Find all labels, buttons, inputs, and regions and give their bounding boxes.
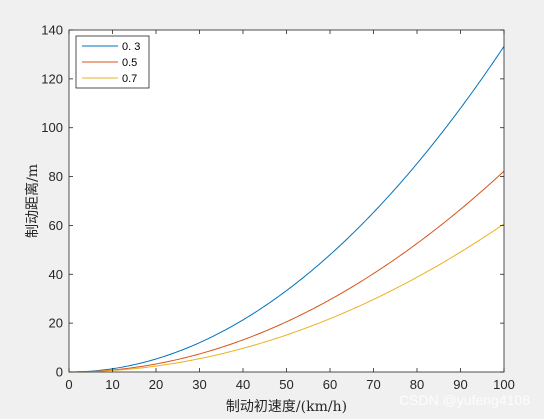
legend-label-2: 0.5 [122, 57, 137, 69]
x-axis: 0 10 20 30 40 50 60 70 80 90 100 [65, 30, 515, 392]
y-tick-label: 140 [41, 23, 63, 38]
legend-label-3: 0.7 [122, 73, 137, 85]
x-tick-label: 80 [410, 377, 424, 392]
y-tick-label: 20 [49, 316, 63, 331]
x-tick-label: 50 [279, 377, 293, 392]
legend: 0. 3 0.5 0.7 [75, 35, 150, 89]
y-tick-label: 60 [49, 218, 63, 233]
x-tick-label: 100 [493, 377, 515, 392]
y-tick-label: 0 [56, 365, 63, 380]
x-tick-label: 30 [192, 377, 206, 392]
series-layer [68, 46, 505, 373]
watermark-text: CSDN @yufeng4108 [399, 392, 530, 408]
x-tick-label: 20 [149, 377, 163, 392]
x-tick-label: 10 [105, 377, 119, 392]
y-tick-label: 80 [49, 169, 63, 184]
y-tick-label: 120 [41, 71, 63, 86]
x-tick-label: 60 [323, 377, 337, 392]
series-line-3 [69, 223, 505, 373]
y-axis: 0 20 40 60 80 100 120 140 [41, 23, 504, 380]
y-axis-label: 制动距离/m [24, 164, 41, 238]
series-line-2 [68, 170, 505, 373]
x-axis-label: 制动初速度/(km/h) [226, 398, 347, 415]
y-tick-label: 100 [41, 120, 63, 135]
x-tick-label: 70 [366, 377, 380, 392]
y-tick-label: 40 [49, 267, 63, 282]
series-line-1 [68, 46, 505, 373]
x-tick-label: 90 [453, 377, 467, 392]
legend-label-1: 0. 3 [122, 41, 140, 53]
x-tick-label: 40 [236, 377, 250, 392]
x-tick-label: 0 [65, 377, 72, 392]
